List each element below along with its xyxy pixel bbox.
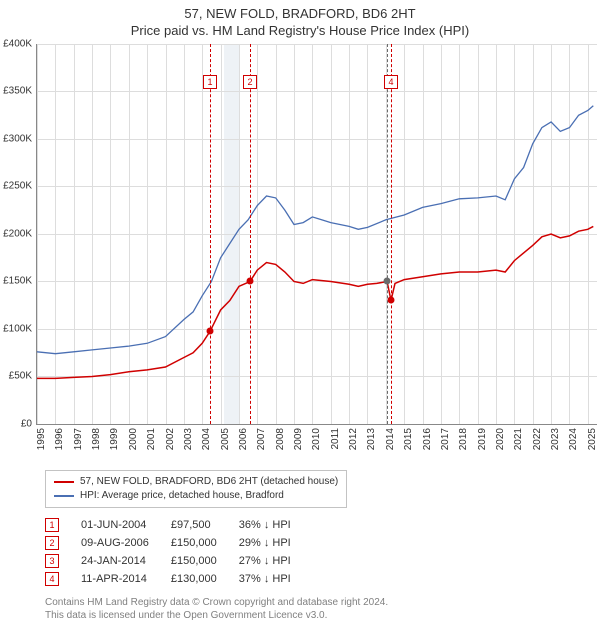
title-line-2: Price paid vs. HM Land Registry's House …	[0, 23, 600, 40]
xtick-label: 2001	[146, 428, 157, 450]
hpi-line	[37, 106, 593, 354]
ytick-label: £0	[21, 418, 32, 429]
xtick-label: 2023	[550, 428, 561, 450]
footer: Contains HM Land Registry data © Crown c…	[45, 596, 600, 620]
ytick-label: £50K	[9, 371, 32, 382]
legend: 57, NEW FOLD, BRADFORD, BD6 2HT (detache…	[45, 470, 347, 508]
ytick-label: £100K	[3, 323, 32, 334]
footer-line-1: Contains HM Land Registry data © Crown c…	[45, 596, 600, 610]
sale-date: 01-JUN-2004	[81, 516, 171, 534]
sale-date: 24-JAN-2014	[81, 552, 171, 570]
reference-marker: 1	[203, 75, 217, 89]
xtick-label: 2004	[201, 428, 212, 450]
sale-price: £150,000	[171, 552, 239, 570]
xtick-label: 1998	[91, 428, 102, 450]
ytick-label: £400K	[3, 38, 32, 49]
sales-table: 1 01-JUN-2004£97,50036% ↓ HPI 2 09-AUG-2006…	[45, 516, 313, 588]
xtick-label: 2020	[495, 428, 506, 450]
xaxis-labels: 1995 1996 1997 1998 1999 2000 2001 2002 2003 2004…	[36, 424, 596, 464]
plot-area: 1 2 4	[36, 44, 597, 425]
reference-line	[387, 44, 388, 424]
sale-diff: 29% ↓ HPI	[239, 534, 313, 552]
legend-row: HPI: Average price, detached house, Brad…	[54, 489, 338, 503]
sale-dot	[246, 278, 253, 285]
xtick-label: 2002	[165, 428, 176, 450]
ytick-label: £200K	[3, 228, 32, 239]
legend-swatch	[54, 481, 74, 483]
ytick-label: £150K	[3, 276, 32, 287]
xtick-label: 2008	[275, 428, 286, 450]
line-layer	[37, 44, 597, 424]
yaxis-labels: £0£50K£100K£150K£200K£250K£300K£350K£400…	[0, 44, 34, 424]
sale-diff: 36% ↓ HPI	[239, 516, 313, 534]
xtick-label: 2005	[220, 428, 231, 450]
legend-label: HPI: Average price, detached house, Brad…	[80, 489, 284, 503]
footer-line-2: This data is licensed under the Open Gov…	[45, 609, 600, 620]
xtick-label: 2011	[330, 428, 341, 450]
ytick-label: £250K	[3, 181, 32, 192]
xtick-label: 2024	[568, 428, 579, 450]
legend-swatch	[54, 495, 74, 497]
table-row: 1 01-JUN-2004£97,50036% ↓ HPI	[45, 516, 313, 534]
chart-area: £0£50K£100K£150K£200K£250K£300K£350K£400…	[36, 44, 596, 424]
xtick-label: 2014	[385, 428, 396, 450]
xtick-label: 1999	[109, 428, 120, 450]
sale-index-box: 3	[45, 554, 59, 568]
xtick-label: 2003	[183, 428, 194, 450]
sale-diff: 27% ↓ HPI	[239, 552, 313, 570]
xtick-label: 1996	[54, 428, 65, 450]
reference-marker: 4	[384, 75, 398, 89]
title-line-1: 57, NEW FOLD, BRADFORD, BD6 2HT	[0, 6, 600, 23]
xtick-label: 2019	[477, 428, 488, 450]
sale-date: 11-APR-2014	[81, 570, 171, 588]
ytick-label: £300K	[3, 133, 32, 144]
sale-index-box: 4	[45, 572, 59, 586]
table-row: 4 11-APR-2014£130,00037% ↓ HPI	[45, 570, 313, 588]
sale-index-box: 2	[45, 536, 59, 550]
sale-dot	[384, 278, 391, 285]
sale-price: £130,000	[171, 570, 239, 588]
sale-dot	[387, 297, 394, 304]
xtick-label: 2021	[513, 428, 524, 450]
xtick-label: 2013	[366, 428, 377, 450]
xtick-label: 2025	[587, 428, 598, 450]
chart-title: 57, NEW FOLD, BRADFORD, BD6 2HT Price pa…	[0, 6, 600, 40]
sale-date: 09-AUG-2006	[81, 534, 171, 552]
xtick-label: 2018	[458, 428, 469, 450]
sale-index-box: 1	[45, 518, 59, 532]
xtick-label: 1997	[73, 428, 84, 450]
sale-price: £150,000	[171, 534, 239, 552]
xtick-label: 2017	[440, 428, 451, 450]
sale-dot	[206, 328, 213, 335]
legend-row: 57, NEW FOLD, BRADFORD, BD6 2HT (detache…	[54, 475, 338, 489]
xtick-label: 2012	[348, 428, 359, 450]
sale-diff: 37% ↓ HPI	[239, 570, 313, 588]
xtick-label: 2007	[256, 428, 267, 450]
subject-line	[37, 226, 593, 378]
xtick-label: 2016	[422, 428, 433, 450]
xtick-label: 2009	[293, 428, 304, 450]
legend-label: 57, NEW FOLD, BRADFORD, BD6 2HT (detache…	[80, 475, 338, 489]
sale-price: £97,500	[171, 516, 239, 534]
reference-line	[210, 44, 211, 424]
ytick-label: £350K	[3, 86, 32, 97]
reference-line	[250, 44, 251, 424]
xtick-label: 1995	[36, 428, 47, 450]
xtick-label: 2015	[403, 428, 414, 450]
xtick-label: 2006	[238, 428, 249, 450]
xtick-label: 2010	[311, 428, 322, 450]
xtick-label: 2022	[532, 428, 543, 450]
reference-marker: 2	[243, 75, 257, 89]
table-row: 2 09-AUG-2006£150,00029% ↓ HPI	[45, 534, 313, 552]
table-row: 3 24-JAN-2014£150,00027% ↓ HPI	[45, 552, 313, 570]
xtick-label: 2000	[128, 428, 139, 450]
reference-line	[391, 44, 392, 424]
